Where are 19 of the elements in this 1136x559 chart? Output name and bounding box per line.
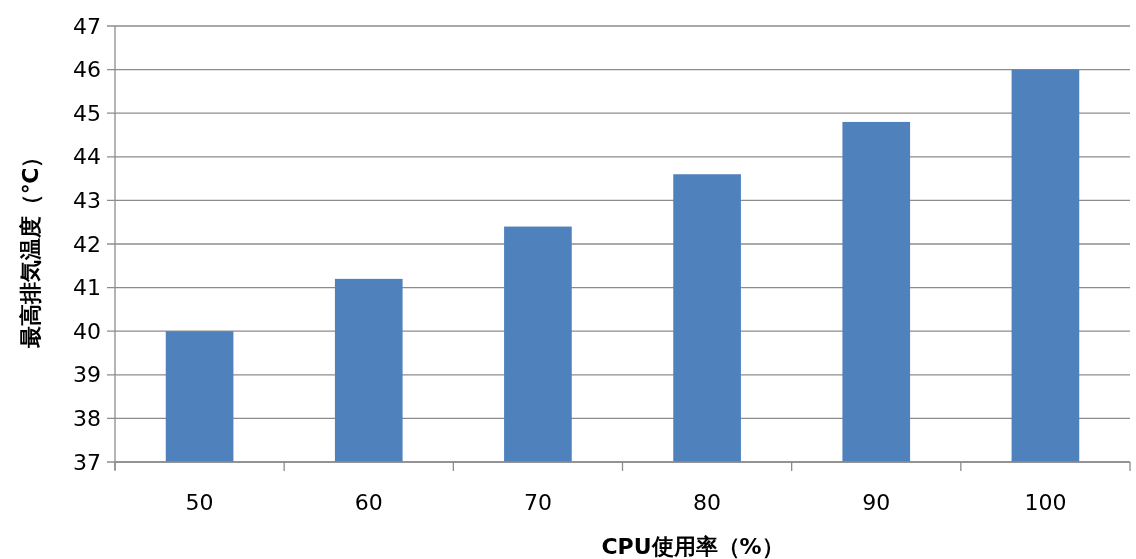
x-tick-label: 60 <box>354 489 383 515</box>
y-tick-label: 41 <box>73 275 101 301</box>
y-tick-label: 42 <box>73 231 101 257</box>
x-tick-label: 50 <box>185 489 214 515</box>
y-tick-label: 44 <box>73 144 101 170</box>
y-axis-title: 最高排気温度（℃） <box>17 145 43 350</box>
y-tick-label: 40 <box>73 318 101 344</box>
y-tick-label: 39 <box>73 362 101 388</box>
x-tick-label: 90 <box>862 489 891 515</box>
y-tick-label: 47 <box>73 13 101 39</box>
y-tick-label: 45 <box>73 100 101 126</box>
y-tick-label: 46 <box>73 57 101 83</box>
x-tick-label: 100 <box>1024 489 1067 515</box>
x-axis-title: CPU使用率（%） <box>601 533 784 559</box>
y-tick-label: 38 <box>73 405 101 431</box>
y-tick-label: 37 <box>73 449 101 475</box>
x-tick-label: 70 <box>523 489 552 515</box>
x-tick-label: 80 <box>693 489 722 515</box>
y-tick-label: 43 <box>73 187 101 213</box>
